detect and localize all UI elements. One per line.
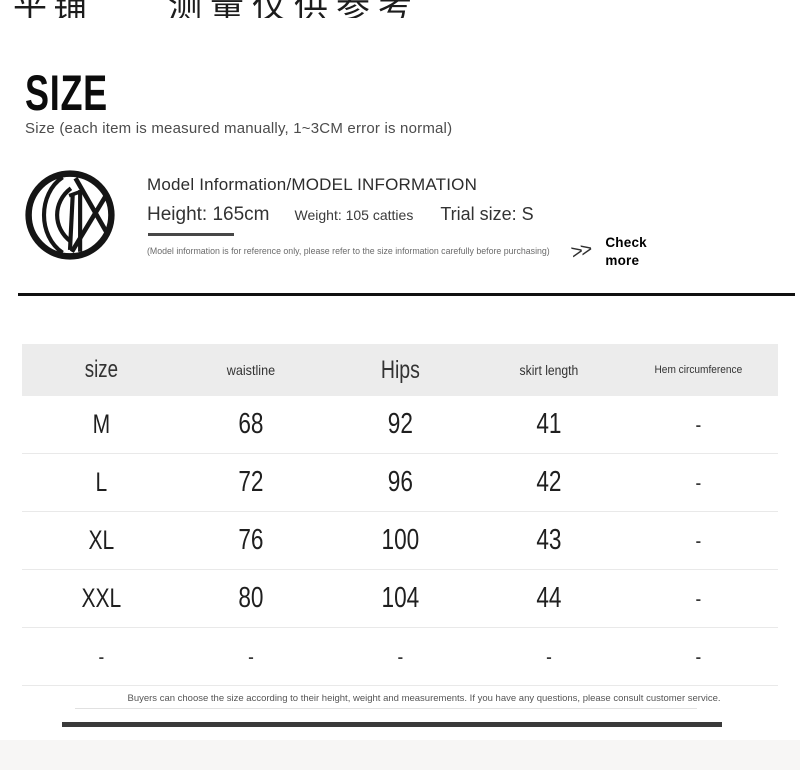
page-subtitle: Size (each item is measured manually, 1~… — [25, 120, 453, 137]
table-row-m: M 68 92 41 - — [22, 396, 778, 454]
clipped-glyphs-right: 测量仅供参考 — [168, 0, 420, 18]
sizing-advice-note: Buyers can choose the size according to … — [127, 693, 721, 704]
model-disclaimer-note: (Model information is for reference only… — [147, 246, 550, 256]
page-title: SIZE — [25, 65, 108, 121]
model-trial-size: Trial size: S — [440, 204, 534, 224]
cell-skirt-length: 42 — [536, 466, 562, 498]
cell-waistline: 76 — [238, 524, 264, 556]
cell-hips: 100 — [381, 524, 419, 556]
column-header-hem-circumference: Hem circumference — [654, 364, 743, 376]
table-row-xxl: XXL 80 104 44 - — [22, 570, 778, 628]
cell-size: - — [98, 643, 105, 669]
cell-skirt-length: 44 — [536, 582, 562, 614]
cell-hem: - — [695, 643, 702, 669]
cell-hips: 96 — [387, 466, 413, 498]
column-header-skirt-length: skirt length — [519, 362, 579, 378]
model-weight: Weight: 105 catties — [294, 207, 414, 223]
double-chevron-right-icon: >> — [569, 238, 593, 264]
bottom-accent-rule — [62, 722, 722, 727]
cell-hips: 92 — [387, 408, 413, 440]
cell-size: XL — [88, 525, 115, 555]
column-header-hips: Hips — [380, 355, 420, 384]
clipped-glyphs-left: 平铺 — [13, 0, 93, 18]
cell-skirt-length: 43 — [536, 524, 562, 556]
bottom-background-strip — [0, 740, 800, 770]
cell-hips: - — [397, 643, 403, 669]
size-table: size waistline Hips skirt length Hem cir… — [22, 344, 778, 686]
model-info-heading: Model Information/MODEL INFORMATION — [147, 175, 478, 194]
cell-hem: - — [695, 527, 702, 553]
cell-waistline: 72 — [238, 466, 264, 498]
cell-waistline: 68 — [238, 408, 264, 440]
size-table-header-row: size waistline Hips skirt length Hem cir… — [22, 344, 778, 396]
cell-waistline: - — [247, 643, 254, 669]
height-underline — [148, 233, 234, 236]
faint-divider-rule — [75, 708, 697, 709]
cell-skirt-length: - — [546, 643, 553, 669]
check-more-link[interactable]: >> Check more — [569, 234, 653, 270]
cell-hem: - — [695, 411, 702, 437]
model-info-row: Height: 165cm Weight: 105 catties Trial … — [147, 204, 534, 226]
top-clipped-text-fragments: 平铺 测量仅供参考 — [0, 0, 800, 18]
cell-hem: - — [695, 469, 702, 495]
cell-size: L — [95, 467, 108, 497]
section-divider-rule — [18, 293, 795, 296]
brand-circle-monogram-icon — [24, 166, 116, 269]
cell-size: XXL — [81, 583, 122, 613]
model-height: Height: 165cm — [147, 204, 270, 225]
cell-skirt-length: 41 — [536, 408, 562, 440]
cell-hips: 104 — [381, 582, 419, 614]
table-row-empty: - - - - - — [22, 628, 778, 686]
check-more-label: Check more — [605, 235, 647, 269]
cell-waistline: 80 — [238, 582, 264, 614]
model-information-block: Model Information/MODEL INFORMATION Heig… — [147, 175, 567, 256]
table-row-xl: XL 76 100 43 - — [22, 512, 778, 570]
column-header-waistline: waistline — [226, 362, 275, 378]
column-header-size: size — [84, 356, 119, 383]
table-row-l: L 72 96 42 - — [22, 454, 778, 512]
cell-hem: - — [695, 585, 702, 611]
cell-size: M — [92, 409, 111, 439]
